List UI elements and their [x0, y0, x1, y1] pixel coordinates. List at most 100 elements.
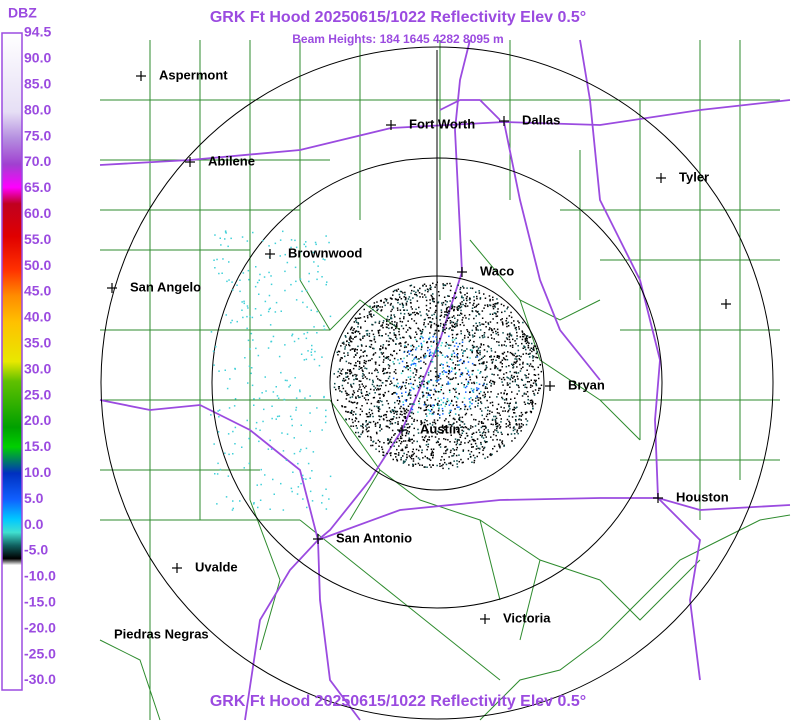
echo [530, 411, 532, 414]
echo [399, 303, 401, 306]
echo [302, 498, 304, 500]
echo [284, 379, 287, 382]
echo [448, 306, 450, 308]
echo [489, 396, 491, 398]
echo [522, 335, 524, 338]
echo [449, 289, 452, 292]
echo [445, 311, 448, 313]
echo [219, 237, 221, 239]
echo [423, 340, 425, 343]
echo [454, 364, 457, 366]
echo [356, 352, 358, 354]
echo [377, 308, 379, 311]
echo [537, 366, 539, 369]
echo [515, 415, 517, 418]
echo [426, 440, 428, 443]
echo [461, 339, 464, 341]
echo [421, 345, 423, 347]
echo [434, 367, 436, 369]
echo [345, 376, 347, 378]
echo [468, 374, 470, 376]
echo [498, 424, 501, 426]
echo [420, 360, 422, 362]
echo [365, 367, 368, 370]
echo [456, 421, 458, 423]
echo [464, 386, 467, 389]
echo [347, 354, 349, 356]
echo [508, 336, 510, 338]
echo [484, 386, 487, 388]
echo [340, 370, 343, 372]
echo [463, 337, 466, 339]
echo [295, 299, 298, 301]
echo [436, 419, 439, 422]
echo [516, 406, 518, 408]
echo [385, 333, 387, 335]
echo [451, 307, 454, 309]
echo [467, 380, 470, 383]
echo [377, 331, 380, 333]
echo [529, 410, 532, 413]
echo [493, 355, 496, 358]
echo [415, 322, 418, 325]
echo [392, 307, 395, 309]
echo [359, 338, 361, 341]
echo [376, 301, 378, 303]
echo [471, 373, 474, 376]
echo [473, 302, 475, 305]
echo [306, 506, 308, 509]
echo [400, 435, 402, 438]
echo [305, 478, 307, 480]
echo [462, 430, 465, 432]
echo [445, 452, 447, 455]
echo [521, 395, 524, 397]
echo [506, 382, 509, 384]
echo [514, 397, 516, 399]
echo [415, 371, 418, 373]
echo [391, 393, 394, 395]
echo [393, 289, 396, 292]
echo [457, 345, 459, 348]
echo [429, 349, 431, 351]
echo [471, 433, 473, 435]
city-label: San Angelo [130, 279, 201, 294]
echo [498, 355, 500, 358]
echo [418, 358, 420, 360]
echo [491, 401, 494, 404]
echo [466, 299, 468, 302]
echo [459, 291, 462, 293]
echo [517, 349, 520, 352]
echo [499, 446, 501, 449]
echo [352, 421, 354, 424]
echo [305, 447, 308, 450]
echo [475, 291, 477, 293]
echo [503, 373, 505, 375]
echo [386, 320, 388, 323]
echo [325, 508, 328, 510]
echo [456, 463, 458, 465]
echo [405, 296, 407, 299]
echo [505, 426, 508, 428]
echo [523, 401, 526, 403]
echo [451, 321, 453, 323]
echo [413, 290, 415, 292]
echo [471, 329, 474, 332]
echo [359, 313, 361, 315]
echo [499, 414, 501, 416]
echo [442, 401, 445, 404]
echo [217, 410, 219, 412]
echo [469, 297, 471, 299]
echo [379, 425, 381, 427]
echo [230, 321, 232, 324]
echo [410, 382, 412, 385]
echo [508, 365, 510, 367]
echo [421, 344, 423, 346]
echo [303, 359, 306, 361]
echo [390, 317, 393, 320]
echo [372, 441, 374, 443]
echo [465, 378, 467, 381]
echo [388, 344, 390, 346]
echo [454, 438, 457, 440]
echo [471, 399, 474, 401]
echo [350, 327, 353, 329]
